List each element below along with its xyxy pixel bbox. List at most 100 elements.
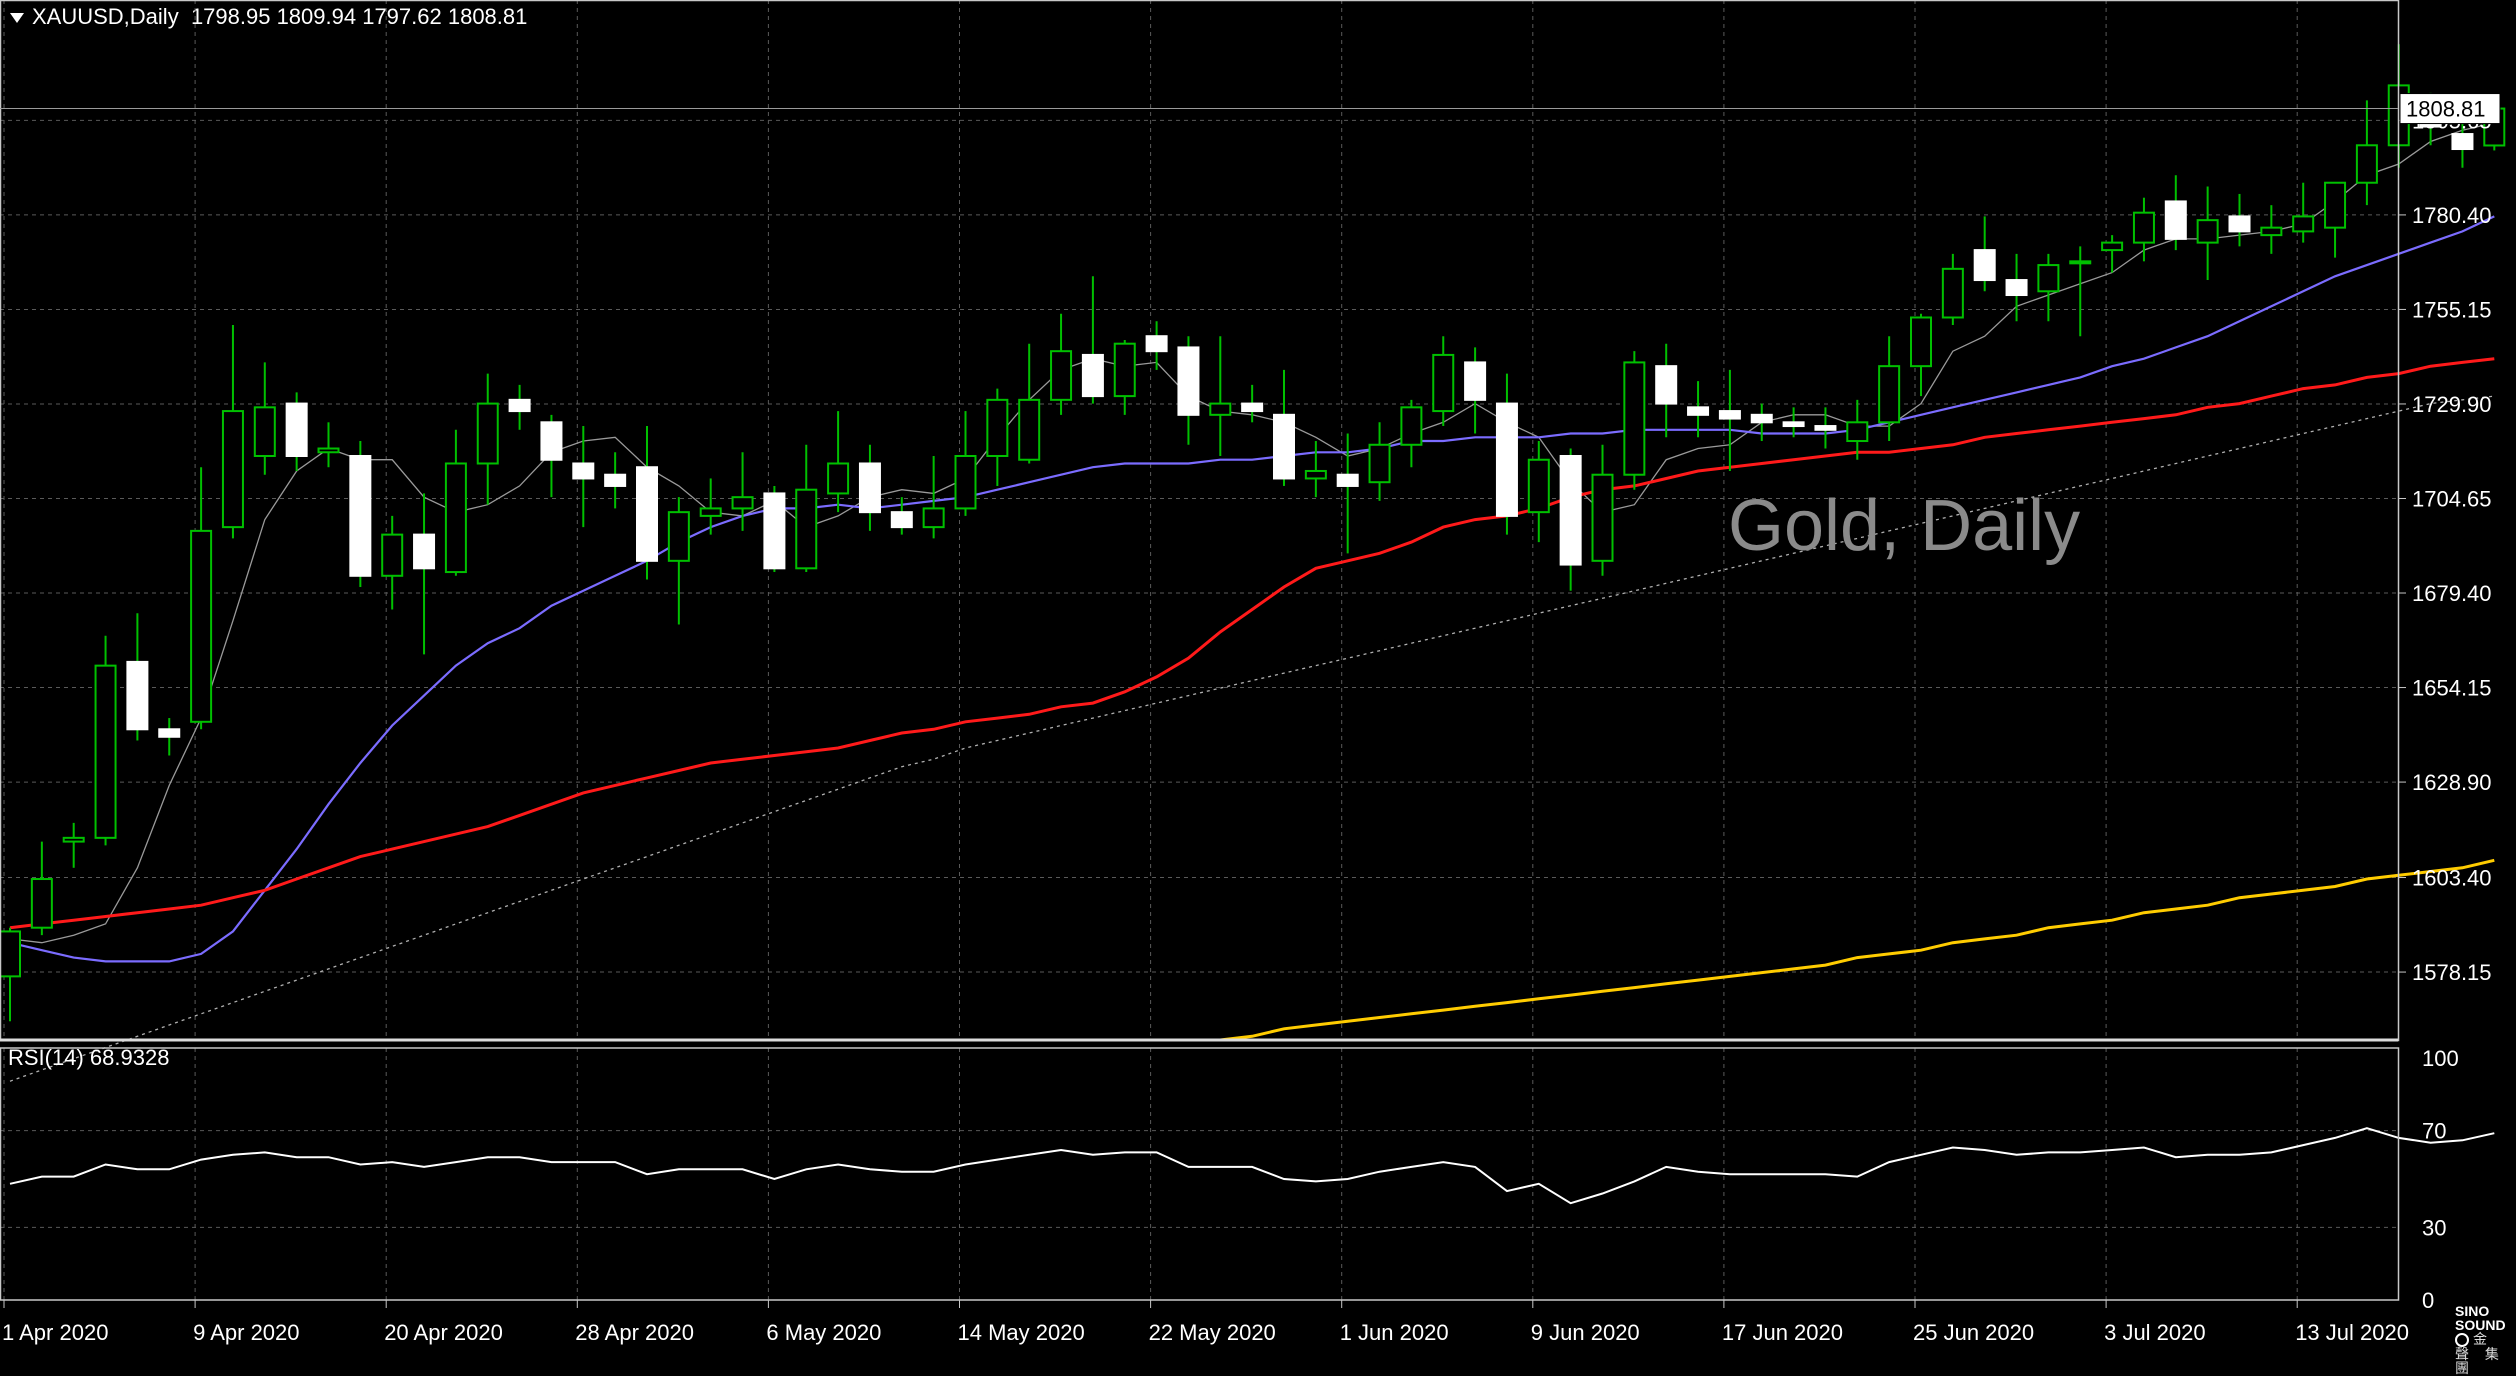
date-tick-label: 20 Apr 2020: [384, 1320, 503, 1345]
candle-body: [2101, 241, 2124, 252]
logo-mark-icon: [2455, 1333, 2469, 1348]
price-tick-label: 1780.40: [2412, 203, 2492, 228]
date-tick-label: 14 May 2020: [958, 1320, 1085, 1345]
candle-body: [62, 836, 85, 843]
candle-body: [890, 511, 913, 529]
candle-body: [1273, 413, 1295, 480]
candle-body: [1464, 361, 1487, 401]
rsi-header: RSI(14) 68.9328: [8, 1045, 170, 1070]
chart-watermark: Gold, Daily: [1728, 486, 2081, 566]
date-tick-label: 22 May 2020: [1149, 1320, 1276, 1345]
price-tick-label: 1628.90: [2412, 770, 2492, 795]
ohlc-values: 1798.95 1809.94 1797.62 1808.81: [190, 4, 528, 29]
candle-body: [444, 462, 467, 574]
candle-body: [1591, 473, 1614, 562]
date-tick-label: 9 Jun 2020: [1531, 1320, 1640, 1345]
grid: [0, 0, 2398, 1300]
price-tick-label: 1729.90: [2412, 392, 2492, 417]
company-logo: SINO SOUND 金 聲 集 團: [2455, 1304, 2516, 1375]
date-tick-label: 6 May 2020: [766, 1320, 881, 1345]
date-tick-label: 1 Jun 2020: [1340, 1320, 1449, 1345]
candle-body: [922, 507, 945, 529]
candle-body: [572, 462, 595, 480]
rsi-tick-label: 30: [2422, 1215, 2446, 1240]
candle-body: [604, 473, 627, 487]
logo-text: SINO SOUND: [2455, 1303, 2506, 1333]
candle-body: [636, 466, 658, 562]
candle-body: [1050, 350, 1073, 401]
candle-body: [94, 664, 117, 839]
rsi-tick-label: 100: [2422, 1046, 2459, 1071]
date-tick-label: 3 Jul 2020: [2104, 1320, 2206, 1345]
candle-body: [699, 507, 722, 517]
candle-body: [349, 455, 372, 577]
candle-body: [0, 930, 21, 978]
candle-body: [2037, 264, 2060, 293]
candle-body: [1559, 455, 1582, 566]
candle-body: [1878, 365, 1901, 424]
candle-body: [2228, 215, 2251, 233]
candle-body: [413, 533, 436, 570]
candle-body: [1623, 361, 1646, 476]
rsi-tick-label: 70: [2422, 1119, 2446, 1144]
candle-body: [954, 455, 977, 510]
price-tick-label: 1603.40: [2412, 866, 2492, 891]
collapse-triangle-icon[interactable]: [10, 13, 24, 24]
candle-body: [30, 878, 53, 929]
rsi-tick-label: 0: [2422, 1288, 2434, 1313]
candle-body: [2292, 215, 2315, 233]
candle-body: [2355, 144, 2378, 184]
candle-body: [253, 406, 276, 458]
candle-body: [190, 529, 213, 723]
candle-body: [2069, 260, 2092, 265]
candle-body: [508, 398, 531, 413]
candle-body: [221, 410, 244, 529]
candle-body: [285, 402, 308, 458]
candle-body: [858, 462, 881, 514]
candle-body: [2005, 279, 2028, 297]
candle-body: [126, 660, 149, 731]
rsi-pane-border: [0, 1047, 2400, 1301]
candle-body: [1304, 469, 1327, 480]
candle-body: [1209, 402, 1232, 416]
candle-body: [1336, 473, 1359, 487]
current-price-tag: [2399, 93, 2501, 125]
candle-body: [2132, 211, 2155, 244]
date-tick-label: 13 Jul 2020: [2295, 1320, 2409, 1345]
candle-body: [1018, 398, 1041, 461]
moving-averages: [9, 122, 2495, 1082]
rsi-indicator: [9, 1127, 2495, 1205]
candle-body: [1910, 316, 1932, 368]
candle-body: [986, 398, 1009, 458]
candle-body: [1941, 267, 1964, 319]
candle-body: [1655, 365, 1678, 405]
candle-body: [317, 447, 340, 454]
candle-body: [2451, 133, 2474, 151]
candle-body: [795, 488, 818, 570]
moving-average-line-ma_100: [9, 395, 2495, 1082]
date-tick-label: 9 Apr 2020: [193, 1320, 299, 1345]
price-tick-label: 1755.15: [2412, 297, 2492, 322]
candle-body: [1432, 353, 1455, 413]
candle-body: [1687, 406, 1710, 416]
moving-average-line-ma_20: [9, 215, 2495, 963]
candle-body: [1495, 402, 1518, 517]
moving-average-line-ma_200: [1220, 858, 2495, 1042]
candle-body: [1750, 413, 1773, 424]
candle-body: [1368, 443, 1391, 484]
moving-average-line-ma_50: [9, 357, 2495, 930]
candle-body: [540, 421, 563, 461]
candle-body: [1718, 410, 1741, 420]
axes: 1805.651780.401755.151729.901704.651679.…: [0, 0, 2501, 1345]
candle-body: [763, 492, 786, 570]
candle-body: [2164, 200, 2187, 240]
candle-body: [1241, 402, 1264, 413]
candle-body: [476, 402, 499, 465]
candle-body: [1113, 342, 1136, 398]
candle-body: [1973, 249, 1996, 282]
candle-body: [2324, 181, 2347, 229]
candle-body: [1081, 353, 1104, 398]
candle-body: [1527, 458, 1550, 514]
candle-body: [731, 496, 754, 510]
